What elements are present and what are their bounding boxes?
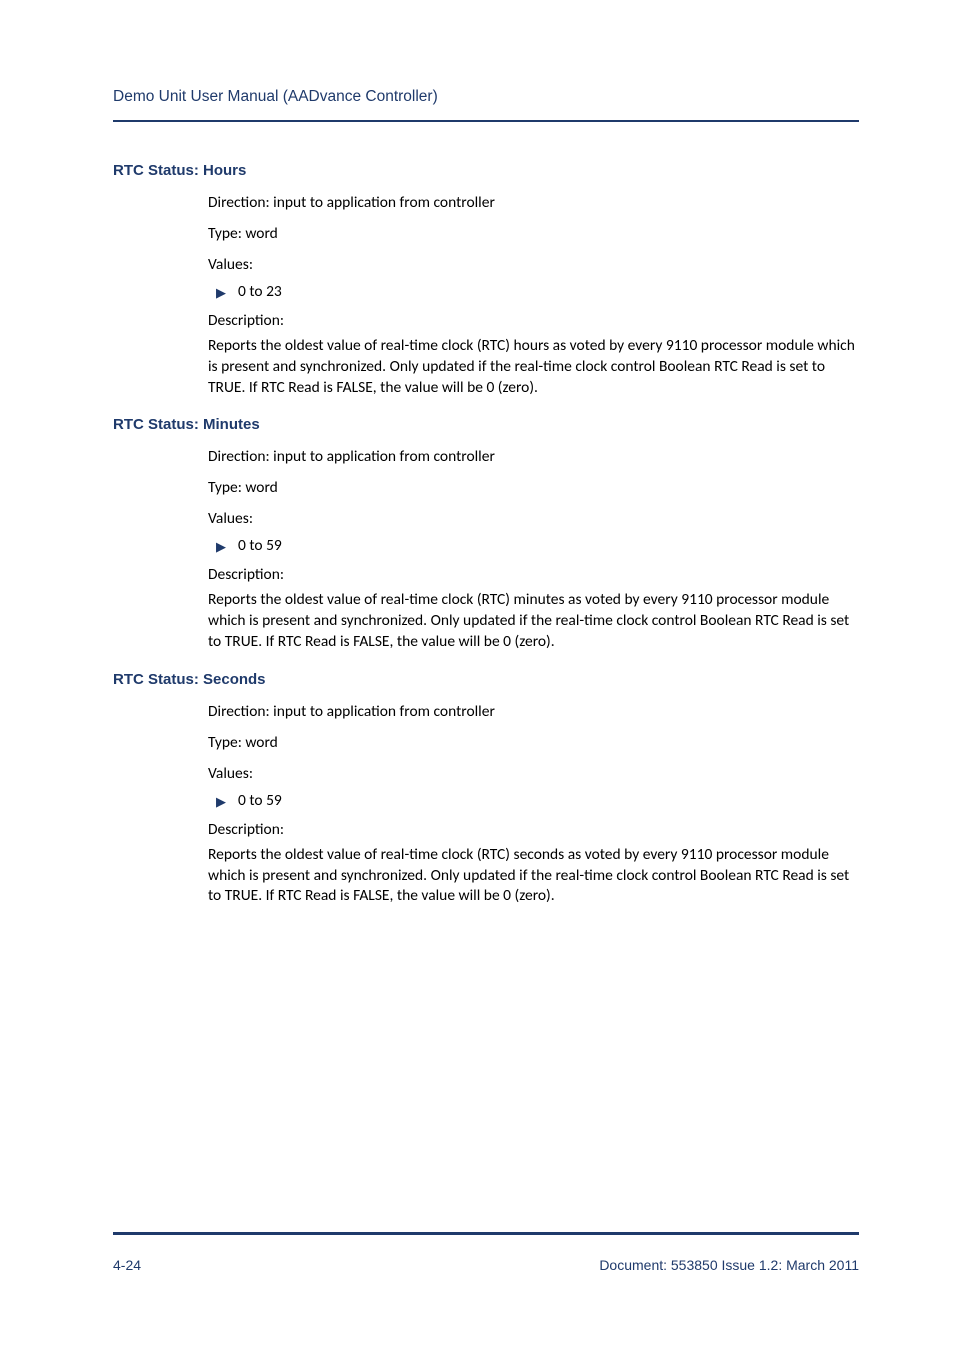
section-body: Direction: input to application from con… bbox=[208, 702, 859, 907]
values-bullet: ▶ 0 to 59 bbox=[216, 536, 859, 555]
values-item: 0 to 59 bbox=[238, 791, 282, 810]
type-line: Type: word bbox=[208, 733, 859, 754]
description-body: Reports the oldest value of real-time cl… bbox=[208, 845, 859, 908]
triangle-icon: ▶ bbox=[216, 287, 226, 300]
description-label: Description: bbox=[208, 565, 859, 586]
type-line: Type: word bbox=[208, 224, 859, 245]
triangle-icon: ▶ bbox=[216, 541, 226, 554]
values-bullet: ▶ 0 to 59 bbox=[216, 791, 859, 810]
document-id: Document: 553850 Issue 1.2: March 2011 bbox=[599, 1257, 859, 1273]
page: Demo Unit User Manual (AADvance Controll… bbox=[0, 0, 954, 907]
values-item: 0 to 23 bbox=[238, 282, 282, 301]
triangle-icon: ▶ bbox=[216, 796, 226, 809]
values-label: Values: bbox=[208, 764, 859, 785]
description-body: Reports the oldest value of real-time cl… bbox=[208, 590, 859, 653]
values-label: Values: bbox=[208, 509, 859, 530]
description-label: Description: bbox=[208, 820, 859, 841]
section-body: Direction: input to application from con… bbox=[208, 193, 859, 398]
values-label: Values: bbox=[208, 255, 859, 276]
direction-line: Direction: input to application from con… bbox=[208, 702, 859, 723]
page-number: 4-24 bbox=[113, 1257, 141, 1273]
section-title: RTC Status: Minutes bbox=[113, 416, 859, 433]
running-header: Demo Unit User Manual (AADvance Controll… bbox=[113, 88, 859, 106]
section-body: Direction: input to application from con… bbox=[208, 447, 859, 652]
description-body: Reports the oldest value of real-time cl… bbox=[208, 336, 859, 399]
values-item: 0 to 59 bbox=[238, 536, 282, 555]
header-rule bbox=[113, 120, 859, 122]
section-title: RTC Status: Hours bbox=[113, 162, 859, 179]
direction-line: Direction: input to application from con… bbox=[208, 193, 859, 214]
direction-line: Direction: input to application from con… bbox=[208, 447, 859, 468]
section-title: RTC Status: Seconds bbox=[113, 671, 859, 688]
values-bullet: ▶ 0 to 23 bbox=[216, 282, 859, 301]
footer-text-row: 4-24 Document: 553850 Issue 1.2: March 2… bbox=[113, 1257, 859, 1273]
type-line: Type: word bbox=[208, 478, 859, 499]
page-footer: 4-24 Document: 553850 Issue 1.2: March 2… bbox=[113, 1232, 859, 1273]
footer-rule bbox=[113, 1232, 859, 1235]
description-label: Description: bbox=[208, 311, 859, 332]
